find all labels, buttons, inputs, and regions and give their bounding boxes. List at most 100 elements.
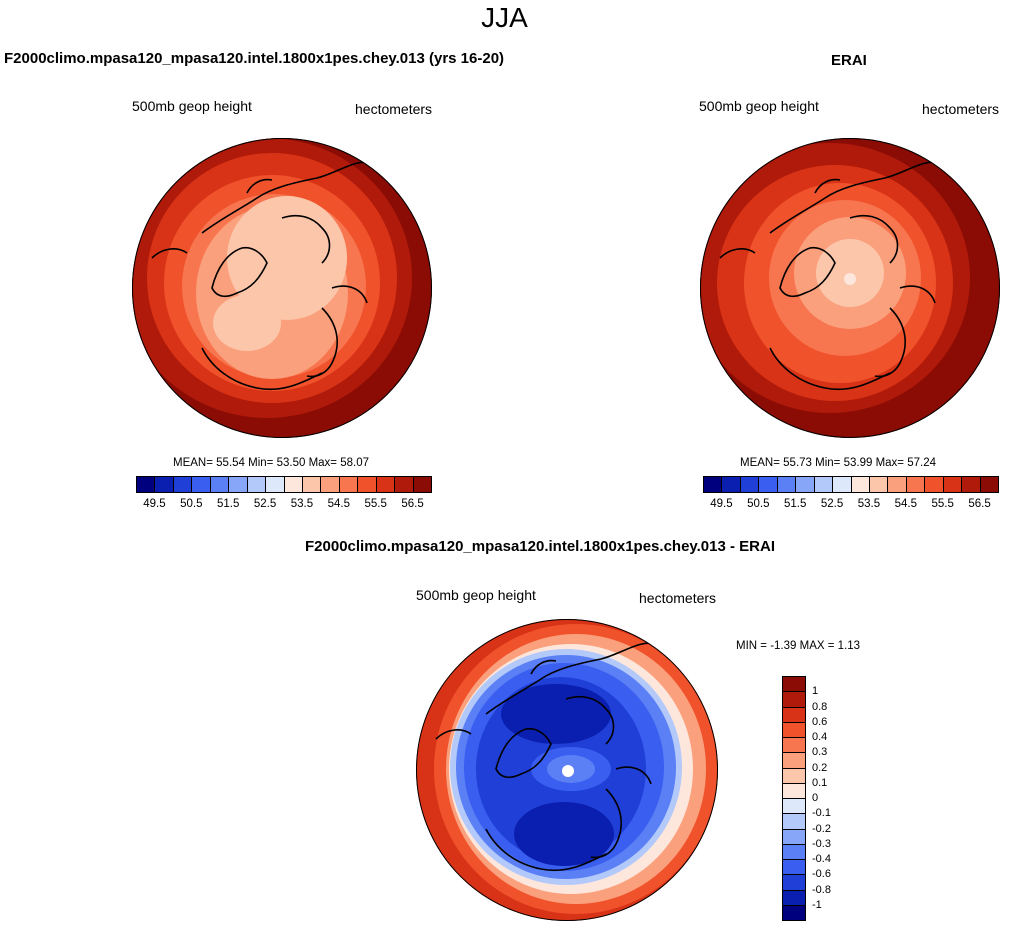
panel-2-colorbar-ticks: 49.5 50.5 51.5 52.5 53.5 54.5 55.5 56.5 [703, 498, 998, 512]
colorbar-swatch [357, 477, 376, 492]
panel-2-mean-label: MEAN= [740, 457, 780, 469]
panel-3-units-label: hectometers [639, 590, 717, 606]
colorbar-swatch [783, 828, 805, 844]
colorbar-swatch [283, 477, 302, 492]
panel-3-colorbar-ticks: 1 0.8 0.6 0.4 0.3 0.2 0.1 0 -0.1 -0.2 -0.3 -0.4 -0.6… [812, 676, 852, 920]
colorbar-tick-label: 1 [812, 685, 819, 698]
colorbar-swatch [961, 477, 980, 492]
panel-2-max-value: 57.24 [907, 457, 937, 469]
panel-1-mean-label: MEAN= [173, 457, 213, 469]
panel-1-colorbar-ticks: 49.5 50.5 51.5 52.5 53.5 54.5 55.5 56.5 [136, 498, 431, 512]
colorbar-tick-label: 49.5 [143, 498, 166, 510]
panel-2-title: ERAI [831, 52, 867, 69]
panel-3-variable-label: 500mb geop height [416, 587, 536, 603]
panel-1-variable-label: 500mb geop height [132, 98, 252, 114]
colorbar-swatch [783, 706, 805, 722]
colorbar-tick-label: 0.1 [812, 776, 828, 789]
colorbar-swatch [783, 798, 805, 814]
colorbar-tick-label: -0.1 [812, 807, 831, 820]
colorbar-tick-label: 0.8 [812, 700, 828, 713]
colorbar-tick-label: 0.4 [812, 731, 828, 743]
colorbar-swatch [154, 477, 173, 492]
colorbar-swatch [704, 477, 722, 492]
colorbar-swatch [905, 477, 925, 492]
colorbar-swatch [979, 477, 998, 492]
colorbar-tick-label: 56.5 [968, 498, 991, 510]
panel-1-polar-map [132, 138, 432, 438]
colorbar-swatch [228, 477, 247, 492]
panel-2-min-value: 53.99 [843, 457, 873, 469]
colorbar-swatch [338, 477, 358, 492]
colorbar-swatch [850, 477, 869, 492]
panel-1-min-value: 53.50 [276, 457, 306, 469]
panel-3-max-value: 1.13 [837, 640, 861, 652]
colorbar-tick-label: -0.6 [812, 868, 831, 881]
colorbar-swatch [209, 477, 229, 492]
panel-1-units-label: hectometers [355, 101, 433, 117]
colorbar-tick-label: 53.5 [857, 498, 881, 510]
panel-2-min-label: Min= [815, 457, 841, 469]
colorbar-tick-label: 55.5 [931, 498, 954, 510]
panel-3-colorbar [782, 676, 806, 921]
colorbar-tick-label: 52.5 [253, 498, 277, 510]
colorbar-swatch [265, 477, 284, 492]
colorbar-tick-label: 0.6 [812, 715, 828, 728]
colorbar-tick-label: 54.5 [327, 498, 351, 510]
panel-2-colorbar [703, 476, 999, 493]
colorbar-swatch [783, 889, 805, 905]
colorbar-swatch [739, 477, 759, 492]
panel-2-mean-value: 55.73 [783, 457, 812, 469]
panel-3-polar-map [416, 619, 718, 921]
panel-3-min-label: MIN = [736, 640, 767, 652]
panel-1-title: F2000climo.mpasa120_mpasa120.intel.1800x… [4, 50, 505, 67]
colorbar-swatch [776, 477, 796, 492]
colorbar-swatch [924, 477, 943, 492]
colorbar-swatch [172, 477, 192, 492]
colorbar-swatch [783, 737, 805, 753]
colorbar-tick-label: 53.5 [290, 498, 314, 510]
colorbar-tick-label: -0.8 [812, 883, 831, 896]
colorbar-swatch [783, 677, 805, 692]
colorbar-swatch [783, 843, 805, 859]
colorbar-swatch [721, 477, 740, 492]
panel-1-min-label: Min= [248, 457, 274, 469]
panel-2-max-label: Max= [875, 457, 905, 469]
panel-3-title: F2000climo.mpasa120_mpasa120.intel.1800x… [305, 538, 776, 555]
colorbar-swatch [783, 813, 805, 829]
colorbar-tick-label: -1 [812, 898, 822, 911]
panel-2-variable-label: 500mb geop height [699, 98, 819, 114]
colorbar-tick-label: -0.3 [812, 837, 831, 850]
colorbar-swatch [832, 477, 851, 492]
colorbar-tick-label: -0.4 [812, 853, 831, 865]
colorbar-tick-label: 50.5 [747, 498, 770, 510]
colorbar-tick-label: 0 [812, 792, 819, 804]
panel-3-max-label: MAX = [799, 640, 835, 652]
colorbar-swatch [758, 477, 777, 492]
colorbar-tick-label: 0.2 [812, 761, 828, 774]
panel-2-polar-map [700, 138, 1000, 438]
colorbar-swatch [887, 477, 906, 492]
colorbar-tick-label: 55.5 [364, 498, 387, 510]
panel-3-stats: MIN = -1.39 MAX = 1.13 [736, 640, 860, 652]
colorbar-swatch [137, 477, 155, 492]
colorbar-tick-label: 50.5 [180, 498, 203, 510]
colorbar-tick-label: 56.5 [401, 498, 424, 510]
colorbar-swatch [942, 477, 962, 492]
colorbar-swatch [394, 477, 413, 492]
panel-1-colorbar [136, 476, 432, 493]
colorbar-swatch [320, 477, 339, 492]
colorbar-swatch [412, 477, 431, 492]
colorbar-swatch [795, 477, 814, 492]
colorbar-swatch [783, 874, 805, 890]
colorbar-tick-label: 49.5 [710, 498, 733, 510]
panel-2-units-label: hectometers [922, 101, 1000, 117]
colorbar-swatch [301, 477, 321, 492]
panel-3-min-value: -1.39 [770, 640, 797, 652]
colorbar-swatch [191, 477, 210, 492]
panel-2-stats: MEAN= 55.73 Min= 53.99 Max= 57.24 [740, 457, 936, 469]
colorbar-swatch [783, 691, 805, 707]
colorbar-swatch [783, 904, 805, 920]
colorbar-tick-label: 51.5 [783, 498, 807, 510]
colorbar-swatch [246, 477, 266, 492]
panel-1-max-value: 58.07 [340, 457, 370, 469]
